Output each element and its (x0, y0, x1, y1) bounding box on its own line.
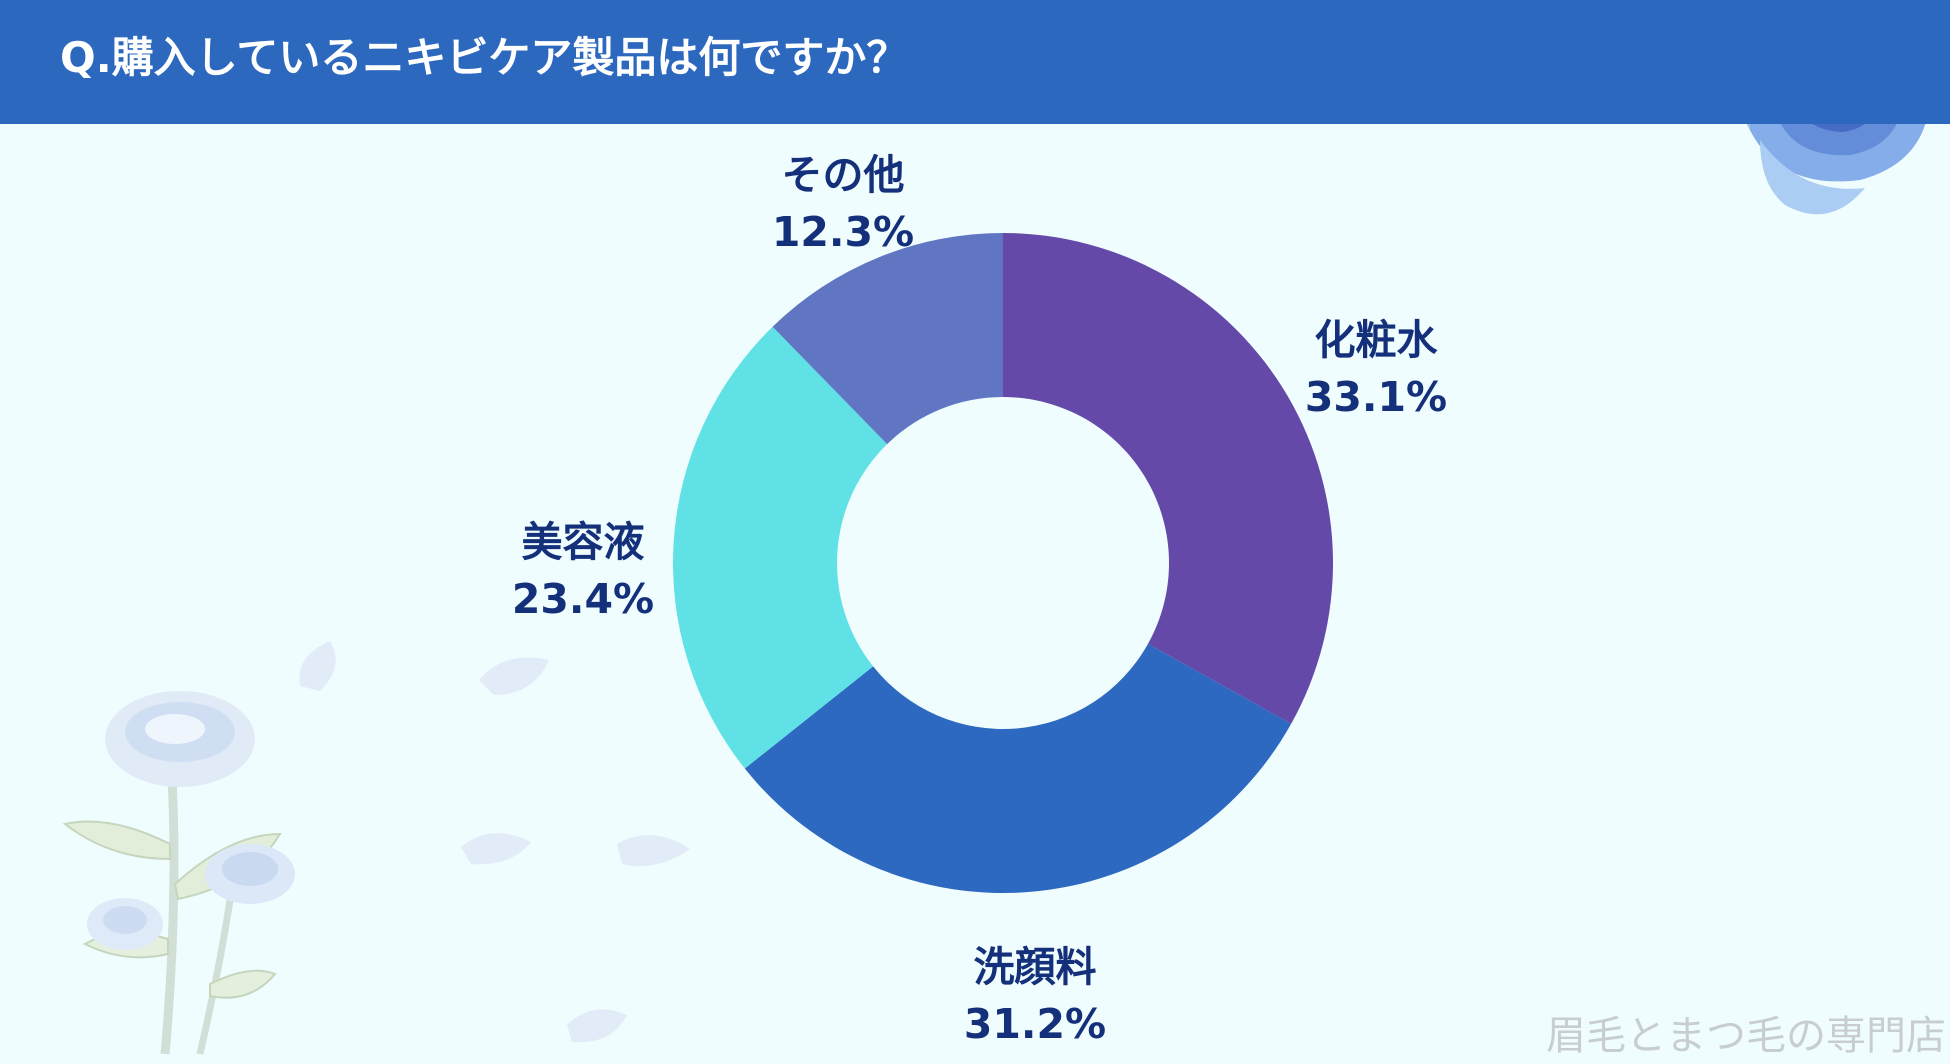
white-rose-stem-icon (62, 691, 295, 1055)
page-title: Q.購入しているニキビケア製品は何ですか？ (60, 33, 909, 82)
title-bar: Q.購入しているニキビケア製品は何ですか？ (0, 0, 1950, 124)
slice-label-biyoeki: 美容液 23.4% (512, 514, 654, 628)
petal-icon (299, 641, 336, 691)
slice-name: 洗顔料 (973, 943, 1097, 991)
petal-icon (617, 835, 690, 867)
slice-percent: 31.2% (963, 1000, 1107, 1048)
slice-name: 化粧水 (1314, 316, 1438, 364)
petal-icon (479, 657, 549, 695)
slice-name: その他 (781, 151, 905, 199)
slice-label-keshosui: 化粧水 33.1% (1305, 312, 1447, 426)
donut-slice-3 (772, 233, 1003, 445)
petal-icon (461, 833, 531, 865)
slice-label-sengan: 洗顔料 31.2% (964, 939, 1106, 1053)
donut-slice-1 (744, 643, 1292, 893)
petal-icon (567, 1009, 627, 1043)
slice-percent: 12.3% (771, 208, 915, 256)
slice-label-sonota: その他 12.3% (772, 147, 914, 261)
watermark: 眉毛とまつ毛の専門店 (1546, 1013, 1946, 1059)
donut-slice-0 (1003, 233, 1333, 724)
slice-percent: 23.4% (511, 575, 655, 623)
slice-name: 美容液 (521, 518, 645, 566)
donut-slice-2 (672, 326, 888, 769)
slice-percent: 33.1% (1304, 373, 1448, 421)
